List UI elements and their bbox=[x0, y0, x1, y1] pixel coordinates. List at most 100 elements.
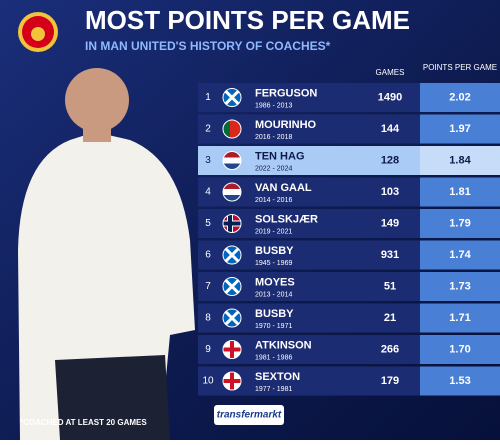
rank: 2 bbox=[205, 124, 211, 135]
flag-border bbox=[222, 151, 242, 170]
rank: 7 bbox=[205, 281, 211, 292]
points-per-game: 1.73 bbox=[449, 280, 470, 292]
flag-body bbox=[223, 246, 241, 264]
games: 21 bbox=[384, 312, 396, 324]
coach-years: 2022 - 2024 bbox=[255, 165, 292, 172]
games: 51 bbox=[384, 280, 396, 292]
games: 144 bbox=[381, 123, 400, 135]
brand: transfermarkt bbox=[217, 410, 282, 421]
coach-name: MOYES bbox=[255, 276, 295, 288]
coach-years: 1970 - 1971 bbox=[255, 323, 292, 330]
ppg-cell bbox=[420, 366, 500, 396]
coach-years: 1945 - 1969 bbox=[255, 260, 292, 267]
coach-name: SEXTON bbox=[255, 371, 300, 383]
ppg-cell bbox=[420, 83, 500, 112]
coach-name: TEN HAG bbox=[255, 150, 305, 162]
points-per-game: 1.79 bbox=[449, 217, 470, 229]
footnote: *COACHED AT LEAST 20 GAMES bbox=[20, 418, 147, 427]
ppg-cell bbox=[420, 209, 500, 238]
flag-border bbox=[222, 277, 242, 296]
flag-part bbox=[223, 88, 241, 107]
ppg-cell bbox=[420, 335, 500, 364]
column-header: GAMES bbox=[376, 68, 405, 77]
flag-part bbox=[223, 120, 230, 138]
games: 266 bbox=[381, 343, 399, 355]
rank: 6 bbox=[205, 250, 211, 261]
flag-part bbox=[223, 347, 241, 352]
games: 128 bbox=[381, 154, 399, 166]
points-per-game: 1.71 bbox=[449, 312, 470, 324]
subtitle: IN MAN UNITED'S HISTORY OF COACHES* bbox=[85, 39, 331, 53]
rank: 10 bbox=[202, 376, 214, 387]
flag-border bbox=[222, 245, 242, 265]
flag-body bbox=[223, 120, 241, 138]
flag-part bbox=[223, 151, 241, 158]
brand-box bbox=[214, 405, 284, 425]
points-per-game: 1.81 bbox=[449, 186, 470, 198]
coach-years: 2016 - 2018 bbox=[255, 134, 292, 141]
flag-part bbox=[223, 163, 241, 170]
coach-name: BUSBY bbox=[255, 245, 294, 257]
games: 103 bbox=[381, 186, 399, 198]
rank: 8 bbox=[205, 313, 211, 324]
flag bbox=[222, 214, 242, 233]
title: MOST POINTS PER GAME bbox=[85, 5, 410, 35]
flag-border bbox=[222, 308, 242, 328]
rank: 9 bbox=[205, 344, 211, 355]
column-header: POINTS PER GAME bbox=[423, 63, 497, 72]
flag bbox=[222, 88, 242, 107]
flag-body bbox=[223, 214, 241, 233]
flag-body bbox=[223, 151, 241, 170]
flag-border bbox=[222, 182, 242, 202]
flag-border bbox=[222, 340, 242, 359]
flag bbox=[222, 371, 242, 391]
flag-part bbox=[223, 277, 241, 296]
flag-body bbox=[223, 277, 241, 296]
flag-body bbox=[223, 183, 241, 201]
ppg-cell bbox=[420, 146, 500, 175]
flag-body bbox=[223, 340, 241, 359]
flag bbox=[222, 119, 242, 139]
flag-part bbox=[223, 246, 241, 264]
points-per-game: 1.84 bbox=[449, 154, 471, 166]
flag-part bbox=[223, 189, 241, 195]
ppg-cell bbox=[420, 303, 500, 333]
flag-part bbox=[223, 183, 241, 189]
flag-part bbox=[223, 221, 241, 226]
flag-border bbox=[222, 371, 242, 391]
coach-years: 1981 - 1986 bbox=[255, 354, 292, 361]
coach-name: VAN GAAL bbox=[255, 182, 312, 194]
rank: 5 bbox=[205, 218, 211, 229]
flag-border bbox=[222, 88, 242, 107]
points-per-game: 1.74 bbox=[449, 249, 471, 261]
points-per-game: 1.70 bbox=[449, 343, 470, 355]
club-logo bbox=[18, 12, 58, 52]
rank: 1 bbox=[205, 92, 211, 103]
flag bbox=[222, 277, 242, 296]
flag-part bbox=[223, 309, 241, 327]
flag bbox=[222, 182, 242, 202]
rank: 3 bbox=[205, 155, 211, 166]
flag bbox=[222, 308, 242, 328]
coach-name: MOURINHO bbox=[255, 119, 317, 131]
coach-years: 2019 - 2021 bbox=[255, 228, 292, 235]
coach-name: FERGUSON bbox=[255, 87, 317, 99]
coach-photo bbox=[18, 68, 195, 440]
flag-body bbox=[223, 372, 241, 390]
games: 149 bbox=[381, 217, 399, 229]
rank: 4 bbox=[205, 187, 211, 198]
flag-border bbox=[222, 119, 242, 139]
coach-name: ATKINSON bbox=[255, 339, 312, 351]
flag bbox=[222, 340, 242, 359]
ppg-cell bbox=[420, 272, 500, 301]
flag bbox=[222, 151, 242, 170]
coach-years: 1977 - 1981 bbox=[255, 386, 292, 393]
flag-part bbox=[223, 195, 241, 201]
coach-name: SOLSKJÆR bbox=[255, 213, 318, 225]
flag-part bbox=[223, 379, 241, 383]
flag-body bbox=[223, 309, 241, 327]
coach-years: 2013 - 2014 bbox=[255, 291, 292, 298]
points-per-game: 1.53 bbox=[449, 375, 470, 387]
flag-part bbox=[223, 157, 241, 164]
